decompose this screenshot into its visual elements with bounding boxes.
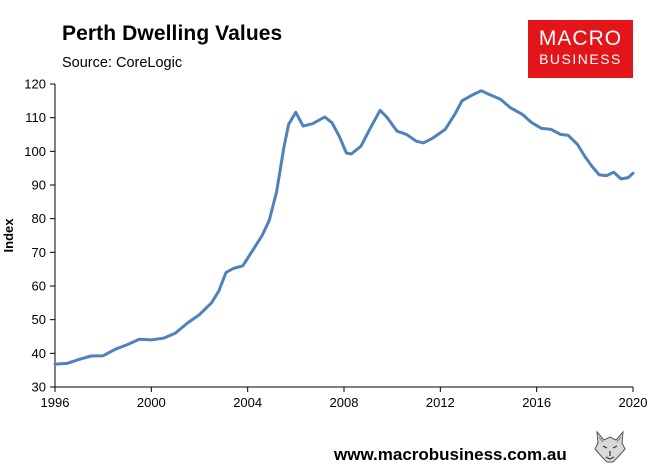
chart-axes: 30 40 50 60 70 80 90 100 110 120 1996 2000 2004 2008 2… bbox=[1, 77, 647, 411]
y-tick-label: 110 bbox=[25, 110, 46, 125]
y-tick-label: 80 bbox=[32, 211, 46, 226]
y-tick-label: 30 bbox=[32, 380, 46, 395]
wolf-head-icon bbox=[594, 430, 626, 463]
x-tick-label: 1996 bbox=[41, 395, 70, 410]
x-tick-label: 2012 bbox=[426, 395, 455, 410]
y-tick-label: 90 bbox=[32, 178, 46, 193]
logo-line-macro: MACRO bbox=[538, 27, 623, 50]
chart-series bbox=[53, 89, 635, 366]
y-tick-label: 50 bbox=[32, 312, 46, 327]
y-tick-label: 100 bbox=[24, 144, 46, 159]
x-tick-label: 2008 bbox=[330, 395, 359, 410]
y-tick-label: 40 bbox=[32, 346, 46, 361]
x-tick-label: 2000 bbox=[137, 395, 166, 410]
x-tick-label: 2004 bbox=[233, 395, 262, 410]
x-tick-label: 2020 bbox=[619, 395, 648, 410]
macrobusiness-logo[interactable]: MACRO BUSINESS bbox=[528, 20, 633, 78]
y-axis-label: Index bbox=[1, 218, 16, 253]
y-tick-label: 70 bbox=[32, 245, 46, 260]
chart-subtitle: Source: CoreLogic bbox=[62, 55, 183, 71]
logo-line-business: BUSINESS bbox=[539, 51, 622, 67]
y-tick-label: 120 bbox=[24, 77, 46, 92]
y-tick-label: 60 bbox=[32, 279, 46, 294]
series-line bbox=[53, 89, 635, 366]
x-tick-label: 2016 bbox=[522, 395, 551, 410]
website-url[interactable]: www.macrobusiness.com.au bbox=[334, 445, 567, 464]
chart-title: Perth Dwelling Values bbox=[62, 22, 283, 45]
